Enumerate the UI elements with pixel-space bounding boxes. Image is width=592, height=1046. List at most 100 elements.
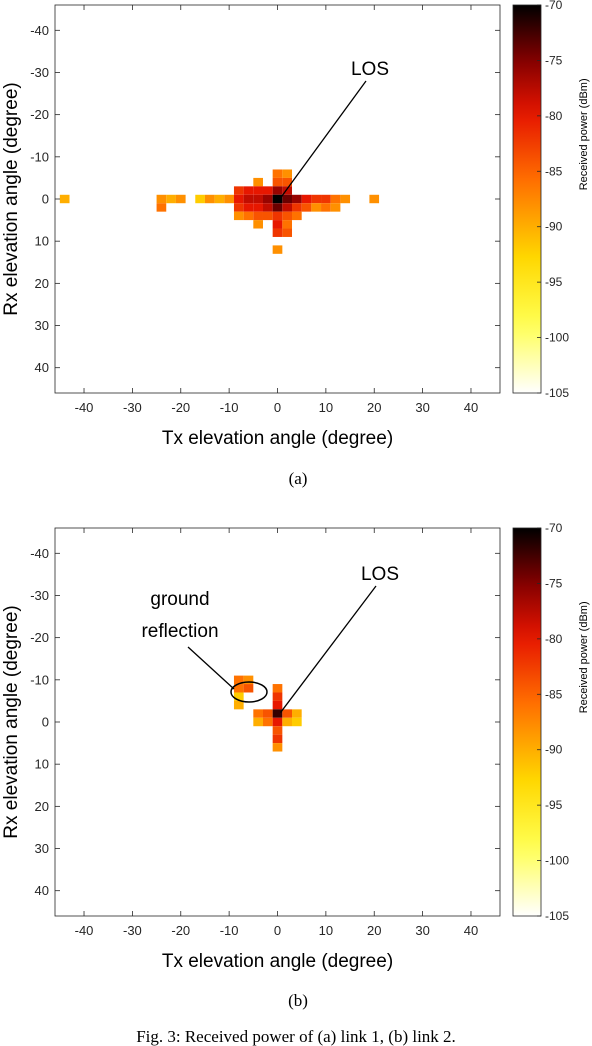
y-tick-label: 10 (35, 234, 49, 249)
heatmap-cell (253, 211, 263, 221)
x-tick-label: 40 (464, 400, 478, 415)
heatmap-cell (272, 700, 283, 710)
heatmap-cell (292, 709, 302, 718)
y-axis-label-b: Rx elevation angle (degree) (1, 605, 22, 838)
heatmap-cell (59, 194, 70, 204)
heatmap-cell (272, 186, 283, 195)
heatmap-cell (301, 203, 312, 212)
heatmap-cell (253, 186, 263, 195)
heatmap-cells-b (233, 675, 302, 752)
colorbar-tick-label: -90 (545, 220, 563, 234)
heatmap-cell (311, 203, 322, 212)
annotations-a: LOS (279, 59, 389, 199)
x-tick-label: 0 (274, 400, 281, 415)
heatmap-cell (282, 228, 293, 237)
heatmap-cell (282, 194, 293, 204)
heatmap-cell (233, 675, 244, 685)
heatmap-cell (253, 709, 263, 718)
colorbar-label-a: Received power (dBm) (578, 78, 590, 190)
x-tick-label: -20 (171, 400, 190, 415)
heatmap-cell (262, 203, 273, 212)
x-axis-label-a: Tx elevation angle (degree) (162, 428, 393, 449)
x-tick-label: 30 (415, 923, 429, 938)
heatmap-cell (156, 203, 167, 212)
heatmap-cell (311, 194, 322, 204)
heatmap-cell (272, 245, 283, 254)
heatmap-cell (330, 203, 341, 212)
heatmap-cell (272, 684, 283, 693)
annotations-b: LOS ground reflection (141, 564, 399, 713)
heatmap-cell (292, 211, 302, 221)
heatmap-cell (272, 203, 283, 212)
heatmap-cell (272, 228, 283, 237)
heatmap-cell (272, 726, 283, 735)
y-tick-label: 40 (35, 360, 49, 375)
y-ticks-b: -40 -30 -20 -10 0 10 20 30 40 (30, 546, 500, 898)
heatmap-cell (233, 684, 244, 693)
heatmap-cell (262, 709, 273, 718)
colorbar-label-b: Received power (dBm) (578, 601, 590, 713)
heatmap-cell (262, 194, 273, 204)
colorbar-tick-label: -75 (545, 53, 563, 67)
colorbar-tick-label: -85 (545, 164, 563, 178)
y-tick-label: 0 (42, 715, 49, 730)
y-ticks-a: -40 -30 -20 -10 0 10 20 30 40 (30, 23, 500, 375)
y-tick-label: 40 (35, 883, 49, 898)
x-tick-label: 40 (464, 923, 478, 938)
x-tick-label: -40 (75, 400, 94, 415)
x-ticks-b: -40 -30 -20 -10 0 10 20 30 40 (75, 528, 478, 938)
colorbar-tick-label: -95 (545, 275, 563, 289)
y-tick-label: 30 (35, 841, 49, 856)
colorbar-gradient (512, 4, 542, 394)
colorbar-tick-label: -95 (545, 798, 563, 812)
heatmap-cell (233, 700, 244, 710)
heatmap-cells-a (59, 169, 380, 254)
x-tick-label: -10 (220, 923, 239, 938)
heatmap-cell (253, 194, 263, 204)
colorbar-tick-label: -80 (545, 632, 563, 646)
colorbar-tick-label: -80 (545, 109, 563, 123)
heatmap-cell (262, 717, 273, 727)
heatmap-cell (253, 203, 263, 212)
heatmap-cell (301, 194, 312, 204)
heatmap-cell (243, 211, 254, 221)
heatmap-cell (272, 743, 283, 752)
x-tick-label: -20 (171, 923, 190, 938)
x-tick-label: 20 (367, 923, 381, 938)
x-tick-label: -10 (220, 400, 239, 415)
heatmap-cell (282, 203, 293, 212)
y-tick-label: -30 (30, 65, 49, 80)
y-tick-label: -10 (30, 672, 49, 687)
panel-b: -40 -30 -20 -10 0 10 20 30 40 -40-30-20-10010203… (1, 521, 590, 1010)
heatmap-cell (262, 186, 273, 195)
x-ticks-a: -40 -30 -20 -10 0 10 20 30 40 (75, 5, 478, 415)
heatmap-cell (282, 169, 293, 178)
heatmap-cell (282, 220, 293, 229)
heatmap-cell (233, 211, 244, 221)
y-tick-label: -40 (30, 546, 49, 561)
annotation-label: LOS (351, 59, 389, 80)
heatmap-cell (233, 194, 244, 204)
colorbar-tick-label: -100 (545, 854, 569, 868)
heatmap-cell (224, 194, 234, 204)
annotation-label: ground (150, 589, 209, 610)
y-tick-label: 10 (35, 757, 49, 772)
x-tick-label: 20 (367, 400, 381, 415)
x-tick-label: 10 (319, 400, 333, 415)
annotation-ellipse (230, 681, 268, 703)
x-tick-label: -30 (123, 923, 142, 938)
heatmap-cell (272, 211, 283, 221)
heatmap-cell (292, 194, 302, 204)
x-tick-label: 30 (415, 400, 429, 415)
heatmap-cell (272, 734, 283, 744)
y-tick-label: 0 (42, 192, 49, 207)
colorbar-tick-label: -105 (545, 386, 569, 400)
colorbar-a: -70 -75 -80 -85 -90 -95 -100 -105 (512, 0, 569, 400)
heatmap-cell (214, 194, 225, 204)
heatmap-cell (262, 211, 273, 221)
heatmap-cell (292, 717, 302, 727)
heatmap-cell (253, 177, 263, 187)
y-axis-label-a: Rx elevation angle (degree) (1, 82, 22, 315)
colorbar-tick-label: -100 (545, 331, 569, 345)
